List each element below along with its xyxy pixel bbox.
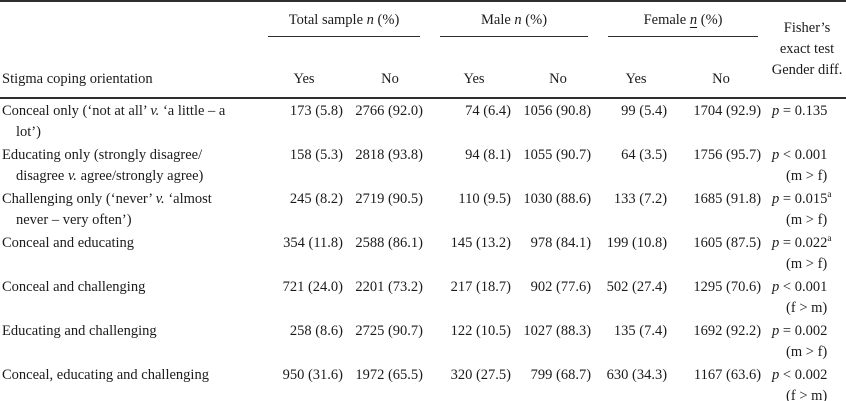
row-label: Challenging only (‘never’ v. ‘almost nev… (2, 191, 212, 228)
table-row-challenging-only: Challenging only (‘never’ v. ‘almost nev… (0, 187, 846, 231)
cell-male-no: 1056 (90.8) (523, 103, 592, 119)
cell-female-no: 1704 (92.9) (693, 103, 762, 119)
cell-total-yes: 258 (8.6) (289, 323, 343, 339)
cell-male-no: 1055 (90.7) (523, 147, 592, 163)
cell-fisher-p: p = 0.002 (m > f) (768, 319, 846, 363)
stub-header-spacer (0, 1, 258, 48)
cell-female-no: 1605 (87.5) (693, 235, 762, 251)
row-label: Educating and challenging (2, 323, 157, 339)
cell-total-yes: 173 (5.8) (289, 103, 343, 119)
cell-male-no: 978 (84.1) (530, 235, 592, 251)
cell-fisher-p: p < 0.001 (m > f) (768, 143, 846, 187)
cell-female-no: 1295 (70.6) (693, 279, 762, 295)
cell-total-no: 1972 (65.5) (355, 367, 424, 383)
table-row-conceal-and-challenging: Conceal and challenging 721 (24.0) 2201 … (0, 275, 846, 319)
column-header-total-yes: Yes (258, 48, 350, 99)
cell-fisher-p: p = 0.015a (m > f) (768, 187, 846, 231)
cell-total-no: 2818 (93.8) (355, 147, 424, 163)
cell-total-yes: 354 (11.8) (283, 235, 343, 251)
pct-symbol: (%) (377, 12, 400, 28)
subheader-row: Stigma coping orientation Yes No Yes No … (0, 48, 846, 99)
cell-male-no: 799 (68.7) (530, 367, 592, 383)
cell-female-no: 1756 (95.7) (693, 147, 762, 163)
cell-female-no: 1167 (63.6) (693, 367, 762, 383)
cell-fisher-p: p < 0.002 (f > m) (768, 363, 846, 401)
cell-female-yes: 133 (7.2) (613, 191, 668, 207)
fisher-line-1: Fisher’s (783, 20, 831, 36)
cell-female-yes: 630 (34.3) (606, 367, 668, 383)
column-header-female-yes: Yes (598, 48, 675, 99)
cell-total-no: 2766 (92.0) (355, 103, 424, 119)
gender-direction: (m > f) (786, 212, 828, 228)
column-header-male-no: No (518, 48, 599, 99)
cell-female-no: 1685 (91.8) (693, 191, 762, 207)
gender-direction: (m > f) (786, 256, 828, 272)
cell-male-yes: 74 (6.4) (465, 103, 512, 119)
cell-male-yes: 320 (27.5) (450, 367, 512, 383)
row-label: Conceal and educating (2, 235, 135, 251)
cell-male-no: 1030 (88.6) (523, 191, 592, 207)
table-row-conceal-and-educating: Conceal and educating 354 (11.8) 2588 (8… (0, 231, 846, 275)
row-label: Conceal and challenging (2, 279, 146, 295)
cell-female-yes: 64 (3.5) (621, 147, 668, 163)
n-symbol-underlined: n (689, 12, 698, 28)
gender-direction: (f > m) (786, 388, 828, 401)
table-row-educating-only: Educating only (strongly disagree/ disag… (0, 143, 846, 187)
group-label: Male (481, 12, 511, 28)
cell-female-no: 1692 (92.2) (693, 323, 762, 339)
cell-total-no: 2201 (73.2) (355, 279, 424, 295)
column-group-female: Female n (%) (598, 1, 768, 48)
cell-male-yes: 122 (10.5) (450, 323, 512, 339)
fisher-line-2: exact test (779, 41, 835, 57)
column-header-male-yes: Yes (430, 48, 519, 99)
column-group-total-sample: Total sample n (%) (258, 1, 430, 48)
row-label: Educating only (strongly disagree/ disag… (2, 147, 204, 184)
column-header-female-no: No (674, 48, 769, 99)
column-header-stub: Stigma coping orientation (0, 48, 258, 99)
column-header-fisher-test: Fisher’s exact test Gender diff. (768, 1, 846, 99)
group-label: Female (643, 12, 687, 28)
cell-total-yes: 950 (31.6) (282, 367, 343, 383)
row-label: Conceal only (‘not at all’ v. ‘a little … (2, 103, 226, 140)
table-row-conceal-only: Conceal only (‘not at all’ v. ‘a little … (0, 98, 846, 143)
n-symbol: n (514, 12, 522, 28)
cell-female-yes: 502 (27.4) (606, 279, 668, 295)
gender-direction: (m > f) (786, 168, 828, 184)
column-group-male: Male n (%) (430, 1, 598, 48)
group-label: Total sample (288, 12, 364, 28)
n-symbol: n (366, 12, 374, 28)
gender-direction: (f > m) (786, 300, 828, 316)
cell-female-yes: 199 (10.8) (606, 235, 668, 251)
cell-female-yes: 135 (7.4) (613, 323, 668, 339)
table-row-educating-and-challenging: Educating and challenging 258 (8.6) 2725… (0, 319, 846, 363)
pct-symbol: (%) (700, 12, 723, 28)
column-header-total-no: No (350, 48, 431, 99)
cell-total-yes: 245 (8.2) (289, 191, 343, 207)
group-header-row: Total sample n (%) Male n (%) Female n (… (0, 1, 846, 99)
fisher-line-3: Gender diff. (771, 62, 843, 78)
cell-male-yes: 94 (8.1) (465, 147, 512, 163)
cell-total-no: 2588 (86.1) (355, 235, 424, 251)
cell-fisher-p: p = 0.022a (m > f) (768, 231, 846, 275)
cell-total-yes: 721 (24.0) (282, 279, 343, 295)
gender-direction: (m > f) (786, 344, 828, 360)
cell-male-no: 902 (77.6) (530, 279, 592, 295)
cell-female-yes: 99 (5.4) (621, 103, 668, 119)
cell-total-yes: 158 (5.3) (289, 147, 343, 163)
cell-fisher-p: p = 0.135 (772, 103, 828, 119)
cell-male-yes: 110 (9.5) (458, 191, 512, 207)
row-label: Conceal, educating and challenging (2, 367, 209, 383)
cell-male-yes: 145 (13.2) (450, 235, 512, 251)
cell-total-no: 2725 (90.7) (355, 323, 424, 339)
cell-male-no: 1027 (88.3) (523, 323, 592, 339)
table-row-conceal-educating-challenging: Conceal, educating and challenging 950 (… (0, 363, 846, 401)
cell-total-no: 2719 (90.5) (355, 191, 424, 207)
pct-symbol: (%) (525, 12, 548, 28)
cell-fisher-p: p < 0.001 (f > m) (768, 275, 846, 319)
cell-male-yes: 217 (18.7) (450, 279, 512, 295)
